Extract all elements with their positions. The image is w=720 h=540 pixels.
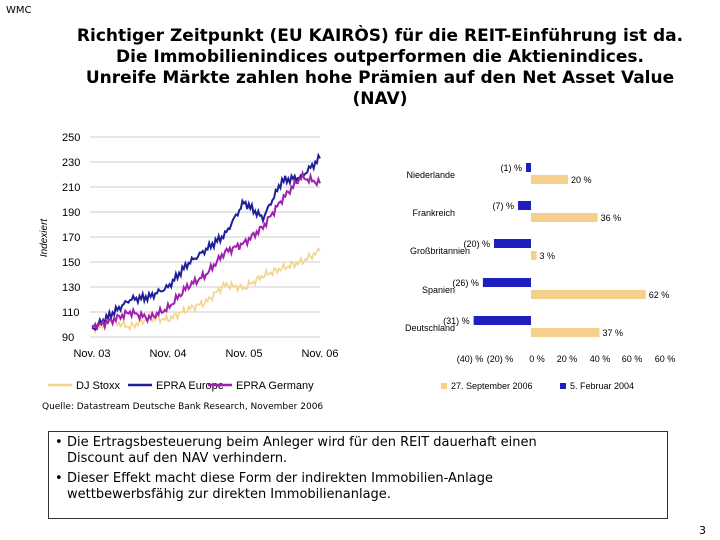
x-tick-label: Nov. 04 [149, 348, 186, 360]
series-line [91, 152, 321, 332]
corner-label: WMC [6, 5, 32, 16]
bar-sept-2006 [531, 213, 598, 222]
bar-feb-2004 [494, 239, 531, 248]
y-tick-label: 130 [62, 282, 80, 294]
x-tick-label: Nov. 06 [301, 348, 338, 360]
title-line-1: Richtiger Zeitpunkt (EU KAIRÒS) für die … [76, 26, 684, 46]
category-label: Deutschland [405, 323, 455, 333]
legend-label: EPRA Germany [236, 380, 314, 392]
page-number: 3 [699, 524, 706, 537]
source-note: Quelle: Datastream Deutsche Bank Researc… [42, 402, 324, 412]
bar-label: (26) % [452, 278, 479, 288]
bullet-box: • Die Ertragsbesteuerung beim Anleger wi… [48, 431, 668, 519]
bullet-2-line-2: wettbewerbsfähig zur direkten Immobilien… [67, 487, 391, 502]
category-label: Niederlande [406, 170, 455, 180]
bar-chart: Niederlande (1) % 20 % Frankreich (7) % 36 % G… [405, 163, 675, 391]
bar-label: 20 % [571, 175, 592, 185]
title-line-4: (NAV) [352, 89, 408, 109]
bullet-icon: • [55, 471, 63, 486]
legend-label: 5. Februar 2004 [570, 381, 634, 391]
y-tick-label: 90 [62, 332, 74, 344]
bar-feb-2004 [518, 201, 531, 210]
line-chart: 90 110 130 150 170 190 210 230 250 Indexiert Nov. … [39, 132, 339, 392]
x-tick-label: 60 % [622, 354, 643, 364]
bar-label: 62 % [649, 290, 670, 300]
bullet-2-line-1: Dieser Effekt macht diese Form der indir… [67, 471, 493, 486]
bullet-icon: • [55, 435, 63, 450]
legend-label: 27. September 2006 [451, 381, 533, 391]
bar-sept-2006 [531, 290, 646, 299]
y-tick-label: 250 [62, 132, 80, 144]
bar-feb-2004 [473, 316, 531, 325]
x-tick-label: Nov. 05 [225, 348, 262, 360]
y-axis-label: Indexiert [39, 218, 50, 258]
slide-title: Richtiger Zeitpunkt (EU KAIRÒS) für die … [50, 26, 710, 110]
bar-label: 3 % [540, 251, 556, 261]
bar-label: (1) % [500, 163, 522, 173]
x-tick-label: (40) % [457, 354, 484, 364]
x-tick-label: Nov. 03 [73, 348, 110, 360]
bar-sept-2006 [531, 175, 568, 184]
series-line [91, 247, 321, 335]
bar-sept-2006 [531, 328, 600, 337]
title-line-3: Unreife Märkte zahlen hohe Prämien auf d… [85, 68, 675, 88]
y-tick-label: 110 [62, 307, 80, 319]
bullet-1-line-1: Die Ertragsbesteuerung beim Anleger wird… [67, 435, 537, 450]
y-tick-label: 150 [62, 257, 80, 269]
y-tick-label: 230 [62, 157, 80, 169]
bar-label: 36 % [601, 213, 622, 223]
legend-label: EPRA Europe [156, 380, 224, 392]
bullet-1-line-2: Discount auf den NAV verhindern. [67, 451, 288, 466]
bar-label: (20) % [463, 239, 490, 249]
x-tick-label: (20) % [487, 354, 514, 364]
x-tick-label: 0 % [529, 354, 545, 364]
bar-label: (7) % [493, 201, 515, 211]
bar-sept-2006 [531, 251, 537, 260]
series-line [91, 169, 321, 331]
category-label: Frankreich [412, 208, 455, 218]
bullet-item: • Dieser Effekt macht diese Form der ind… [55, 471, 661, 503]
legend-swatch [560, 383, 566, 389]
category-label: Spanien [422, 285, 455, 295]
x-tick-label: 40 % [590, 354, 611, 364]
bar-label: 37 % [602, 328, 623, 338]
category-label: Großbritannien [410, 246, 470, 256]
bar-feb-2004 [526, 163, 531, 172]
x-tick-label: 60 % [655, 354, 676, 364]
title-line-2: Die Immobilienindices outperformen die A… [116, 47, 644, 67]
bar-feb-2004 [482, 278, 531, 287]
y-tick-label: 210 [62, 182, 80, 194]
y-tick-label: 170 [62, 232, 80, 244]
bar-label: (31) % [443, 316, 470, 326]
y-tick-label: 190 [62, 207, 80, 219]
legend-label: DJ Stoxx [76, 380, 121, 392]
bullet-item: • Die Ertragsbesteuerung beim Anleger wi… [55, 435, 661, 467]
x-tick-label: 20 % [557, 354, 578, 364]
legend-swatch [441, 383, 447, 389]
